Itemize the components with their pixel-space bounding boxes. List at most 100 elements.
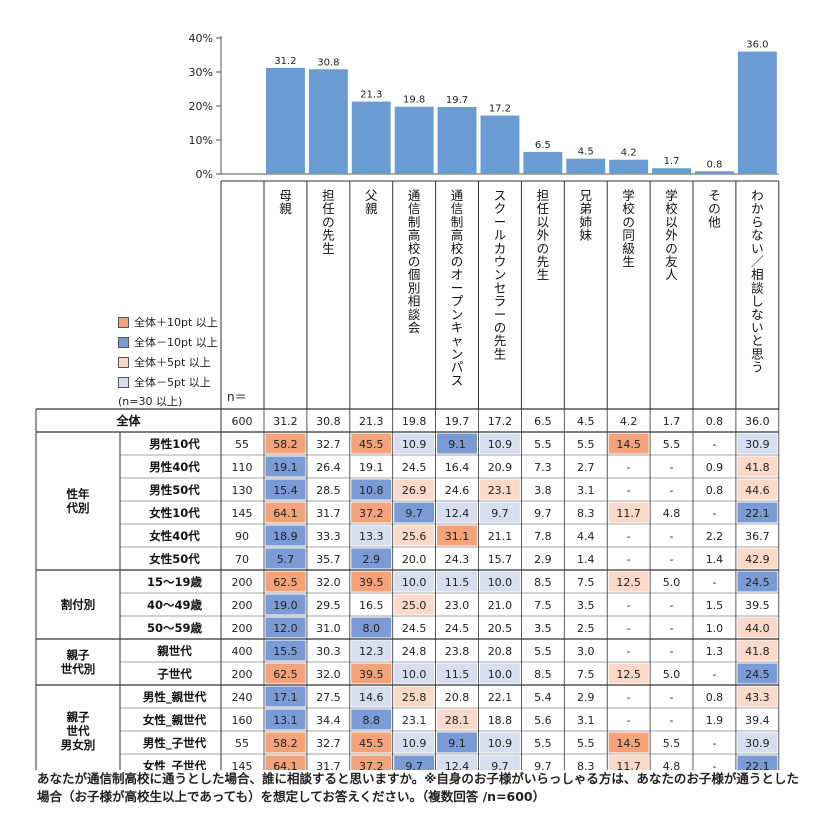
bar xyxy=(308,69,348,174)
table-cell: 23.1 xyxy=(488,484,513,497)
highlight-cell xyxy=(351,571,392,592)
table-cell: - xyxy=(712,760,716,770)
category-label-char: 生 xyxy=(622,254,635,269)
table-cell: 22.1 xyxy=(488,691,513,704)
highlight-cell xyxy=(737,548,778,569)
table-cell: 0.8 xyxy=(706,415,724,428)
category-label-char: い xyxy=(751,320,764,335)
table-cell: 2.9 xyxy=(363,553,381,566)
category-label-char: 談 xyxy=(751,280,764,295)
y-tick-label: 10% xyxy=(189,134,213,147)
table-cell: 25.0 xyxy=(402,599,427,612)
category-label-char: 母 xyxy=(279,188,292,203)
data-label: 19.8 xyxy=(403,95,425,106)
table-cell: 3.1 xyxy=(577,484,595,497)
table-cell: 11.7 xyxy=(616,507,641,520)
table-cell: 20.9 xyxy=(488,461,513,474)
category-label-char: 他 xyxy=(708,214,721,229)
table-cell: 5.4 xyxy=(534,691,552,704)
highlight-cell xyxy=(608,755,649,770)
category-label-char: 友 xyxy=(665,254,678,269)
category-label-char: 兄 xyxy=(579,188,592,203)
table-cell: 4.4 xyxy=(577,530,595,543)
table-cell: 5.0 xyxy=(663,576,681,589)
group-label-line: 親子 xyxy=(67,710,90,724)
table-cell: 33.3 xyxy=(316,530,341,543)
category-label-char: 制 xyxy=(451,214,464,229)
highlight-cell xyxy=(265,456,306,477)
table-row: 男性_親世代 240 17.1 27.5 14.6 25.8 20.8 22.1 5.4 2.9 -… xyxy=(143,686,778,707)
category-label-char: ／ xyxy=(751,254,764,269)
table-cell: 5.0 xyxy=(663,668,681,681)
table-cell: - xyxy=(627,484,631,497)
bar xyxy=(351,101,391,174)
n-value: 145 xyxy=(232,507,253,520)
highlight-cell xyxy=(351,479,392,500)
category-label-char: 相 xyxy=(408,294,421,309)
table-cell: 14.6 xyxy=(359,691,384,704)
table-group: 男性_親世代 240 17.1 27.5 14.6 25.8 20.8 22.1 5.4 2.9 -… xyxy=(36,684,779,770)
highlight-cell xyxy=(265,479,306,500)
n-value: 200 xyxy=(232,668,253,681)
table-row: 50～59歳 200 12.0 31.0 8.0 24.5 24.5 20.5 3.5 2.5 - -… xyxy=(120,615,779,638)
table-cell: 39.5 xyxy=(745,599,770,612)
table-group: 男性10代 55 58.2 32.7 45.5 10.9 9.1 10.9 5.5 5.5 14.5… xyxy=(36,431,779,570)
highlight-cell xyxy=(394,663,435,684)
highlight-cell xyxy=(737,663,778,684)
table-cell: 19.1 xyxy=(359,461,384,474)
category-label-char: 級 xyxy=(622,241,635,256)
table-cell: 2.5 xyxy=(577,622,595,635)
row-label: 男性40代 xyxy=(149,460,200,474)
highlight-cell xyxy=(737,755,778,770)
n-value: 400 xyxy=(232,645,253,658)
bar xyxy=(480,115,520,174)
table-cell: 32.0 xyxy=(316,576,341,589)
table-cell: 64.1 xyxy=(273,760,298,770)
highlight-cell xyxy=(394,525,435,546)
table-cell: 24.5 xyxy=(745,668,770,681)
table-cell: 58.2 xyxy=(273,737,298,750)
row-label: 子世代 xyxy=(157,667,192,681)
highlight-cell xyxy=(480,732,520,753)
table-cell: 31.2 xyxy=(273,415,298,428)
table-cell: 31.1 xyxy=(445,530,470,543)
bar xyxy=(737,51,777,174)
data-label: 1.7 xyxy=(664,156,680,167)
table-row: 女性50代 70 5.7 35.7 2.9 20.0 24.3 15.7 2.9 1.4 - - 1.4… xyxy=(120,546,779,569)
category-label-char: 生 xyxy=(494,346,507,361)
category-label-char: ン xyxy=(451,346,464,361)
data-label: 21.3 xyxy=(360,90,382,101)
row-label: 男性_親世代 xyxy=(143,690,207,705)
table-cell: 12.4 xyxy=(445,760,470,770)
table-cell: - xyxy=(670,484,674,497)
group-label-line: 世代 xyxy=(67,724,90,738)
table-cell: 24.6 xyxy=(445,484,470,497)
table-cell: 7.5 xyxy=(577,668,595,681)
table-cell: 20.8 xyxy=(488,645,513,658)
category-label-char: 制 xyxy=(408,214,421,229)
table-cell: 16.5 xyxy=(359,599,384,612)
category-label: その他 xyxy=(708,188,721,229)
table-group: 15～19歳 200 62.5 32.0 39.5 10.0 11.5 10.0 8.5 7.5 1… xyxy=(36,569,779,639)
table-cell: 7.5 xyxy=(534,599,552,612)
category-label-char: 相 xyxy=(751,267,764,282)
highlight-cell xyxy=(480,571,520,592)
category-label-char: か xyxy=(751,201,764,216)
table-cell: 3.5 xyxy=(577,599,595,612)
highlight-cell xyxy=(265,755,306,770)
table-cell: 5.5 xyxy=(663,438,681,451)
data-label: 4.2 xyxy=(621,148,637,159)
highlight-cell xyxy=(265,640,306,661)
legend-item: 全体＋10pt 以上 xyxy=(118,312,218,332)
category-label-char: の xyxy=(494,320,507,335)
group-label: 親子世代男女別 xyxy=(61,710,96,752)
category-label-char: 人 xyxy=(665,267,678,282)
table-cell: 22.1 xyxy=(745,760,770,770)
table-cell: 26.4 xyxy=(316,461,341,474)
highlight-cell xyxy=(608,732,649,753)
category-label-char: の xyxy=(537,241,550,256)
table-cell: 36.7 xyxy=(745,530,770,543)
data-label: 36.0 xyxy=(746,40,768,51)
